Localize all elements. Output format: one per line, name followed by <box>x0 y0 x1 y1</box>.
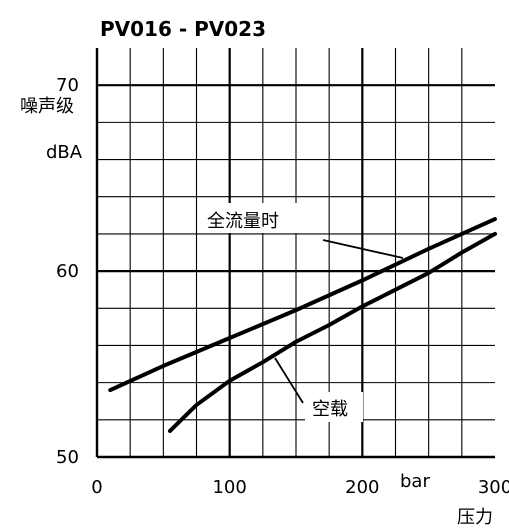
x-axis-unit: bar <box>400 471 430 492</box>
tick-labels: 50 60 70 0 100 200 300 <box>56 75 509 498</box>
y-tick-label: 70 <box>56 75 79 96</box>
series-lines <box>108 217 497 433</box>
y-axis-unit: dBA <box>46 142 83 163</box>
annotation-no-load: 空载 <box>312 399 348 420</box>
annotation-full-flow: 全流量时 <box>207 211 279 232</box>
plot-frame <box>95 48 495 459</box>
x-tick-label: 100 <box>212 477 246 498</box>
grid <box>97 48 495 457</box>
x-tick-label: 300 <box>478 477 509 498</box>
x-tick-label: 200 <box>345 477 379 498</box>
annotation-bg <box>305 392 363 422</box>
chart-title: PV016 - PV023 <box>100 17 266 41</box>
annotation-leader-no-load <box>274 357 304 404</box>
y-tick-label: 50 <box>56 447 79 468</box>
series-line-1 <box>108 217 497 393</box>
x-axis-label: 压力 <box>457 507 493 528</box>
annotation-bg <box>200 203 326 233</box>
y-axis-label: 噪声级 <box>20 96 74 117</box>
series-line-2 <box>167 231 497 433</box>
y-tick-label: 60 <box>56 261 79 282</box>
annotation-leader-full-flow <box>322 239 404 259</box>
x-tick-label: 0 <box>91 477 102 498</box>
